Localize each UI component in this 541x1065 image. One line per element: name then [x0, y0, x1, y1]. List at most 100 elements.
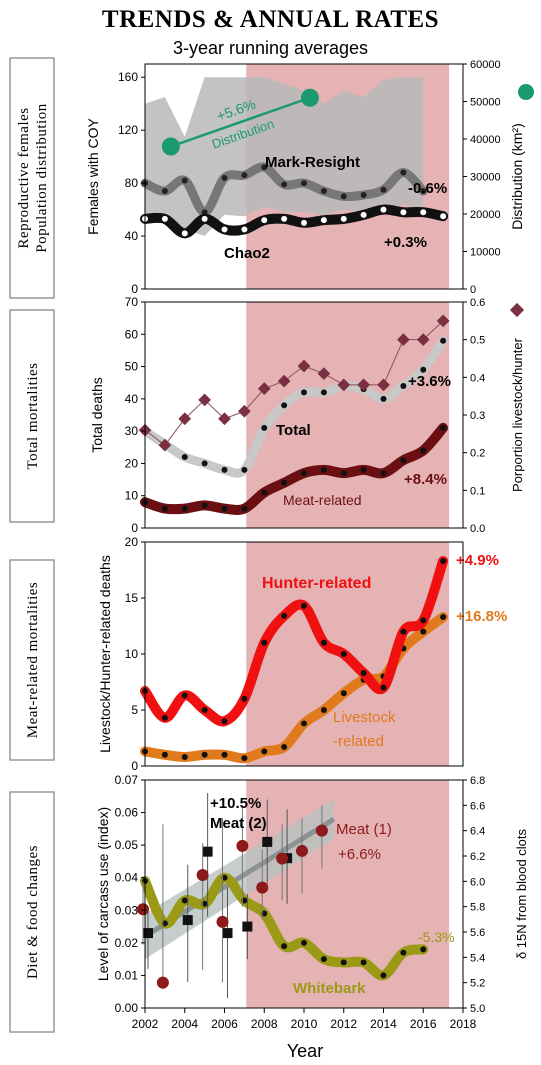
mark-resight-point [281, 181, 288, 188]
mark-resight-point [221, 174, 228, 181]
y2-tick-label: 5.0 [470, 1003, 485, 1015]
hunter-point [281, 612, 288, 619]
panel-label-text: Reproductive females [16, 107, 32, 248]
hunter-rate-label: +4.9% [456, 552, 499, 569]
y2-tick-label: 0 [470, 284, 476, 296]
meat-related-point [380, 470, 387, 477]
proportion-point [277, 374, 291, 388]
x-tick-label: 2014 [370, 1017, 397, 1031]
meat-related-label: Meat-related [283, 492, 362, 508]
chao2-point [320, 217, 327, 224]
total-rate-label: +3.6% [408, 373, 451, 390]
hunter-point [221, 718, 228, 725]
livestock-point [241, 755, 248, 762]
y2-axis-label: Distribution (km²) [509, 123, 525, 230]
x-tick-label: 2008 [251, 1017, 278, 1031]
meat1-point [296, 844, 308, 857]
livestock-point [420, 628, 427, 635]
proportion-legend-marker [509, 302, 525, 318]
y2-tick-label: 0.3 [470, 410, 485, 422]
y-axis-label: Livestock/Hunter-related deaths [97, 555, 113, 753]
meat-related-point [301, 470, 307, 477]
panel-label-text: Meat-related mortalities [25, 582, 41, 739]
meat-related-point [241, 505, 248, 512]
meat-related-point [201, 502, 208, 509]
meat-related-point [340, 470, 347, 477]
livestock-point [181, 754, 188, 761]
mark-resight-point [360, 192, 367, 199]
y-tick-label: 20 [125, 535, 139, 549]
panel-label-text: Population distribution [34, 103, 50, 252]
y-tick-label: 5 [131, 703, 138, 717]
y-axis-label: Level of carcass use (index) [95, 807, 111, 981]
livestock-point [340, 690, 347, 697]
meat1-point [256, 881, 269, 894]
meat2-point [242, 921, 253, 932]
meat1-point [315, 824, 328, 837]
y2-tick-label: 5.2 [470, 978, 485, 990]
livestock-rate-label: +16.8% [456, 608, 507, 625]
x-tick-label: 2004 [171, 1017, 198, 1031]
whitebark-rate-label: -5.3% [418, 929, 455, 945]
meat-related-point [181, 505, 188, 512]
chao2-label: Chao2 [224, 245, 270, 262]
whitebark-point [301, 939, 307, 946]
proportion-point [397, 333, 410, 347]
y-tick-label: 0 [131, 759, 138, 773]
hunter-point [340, 651, 347, 657]
proportion-point [436, 314, 450, 328]
chao2-point [261, 217, 268, 224]
panel-label: Meat-related mortalities [25, 582, 41, 739]
proportion-point [257, 382, 271, 395]
meat-related-point [261, 489, 268, 496]
livestock-point [281, 743, 288, 750]
proportion-point [238, 404, 251, 418]
y-tick-label: 0.04 [115, 871, 139, 885]
whitebark-point [340, 959, 347, 966]
x-tick-label: 2006 [211, 1017, 238, 1031]
meat2-point [182, 915, 193, 926]
y2-tick-label: 0.6 [470, 297, 485, 309]
chao2-point [201, 215, 208, 222]
distribution-point [161, 137, 180, 156]
x-tick-label: 2002 [132, 1017, 159, 1031]
hunter-point [301, 602, 307, 609]
y2-tick-label: 60000 [470, 59, 501, 71]
y-tick-label: 0.02 [115, 936, 139, 950]
livestock-point [201, 751, 208, 758]
chao2-point [440, 213, 447, 220]
total-point [400, 382, 407, 389]
y2-tick-label: 50000 [470, 97, 501, 109]
total-point [261, 424, 268, 431]
y-tick-label: 70 [125, 295, 139, 309]
panel-label: Reproductive females Population distribut… [16, 103, 50, 252]
distribution-legend-marker [518, 84, 534, 100]
panel-label-text: Diet & food changes [25, 845, 41, 979]
chao2-rate-label: +0.3% [384, 234, 427, 251]
y-tick-label: 20 [125, 456, 139, 470]
y2-axis-label: δ 15N from blood clots [514, 828, 529, 959]
meat-related-point [221, 505, 228, 512]
mark-resight-point [380, 186, 387, 193]
chao2-point [181, 230, 188, 237]
meat-related-point [161, 505, 168, 512]
mark-resight-point [161, 188, 168, 195]
livestock-point [301, 720, 307, 727]
meat2-point [262, 836, 273, 847]
y-tick-label: 15 [125, 591, 139, 605]
meat-related-point [360, 466, 367, 473]
total-point [301, 389, 307, 396]
y-tick-label: 0.05 [115, 838, 139, 852]
x-tick-label: 2010 [291, 1017, 318, 1031]
whitebark-point [281, 943, 288, 950]
proportion-point [178, 412, 192, 426]
hunter-point [181, 692, 188, 699]
x-axis-label: Year [287, 1041, 323, 1061]
whitebark-point [420, 946, 427, 953]
proportion-point [158, 438, 172, 452]
x-tick-label: 2018 [450, 1017, 477, 1031]
total-point [221, 466, 228, 473]
panel-label: Diet & food changes [25, 845, 41, 979]
meat1-point [137, 903, 149, 916]
whitebark-label: Whitebark [293, 980, 366, 997]
